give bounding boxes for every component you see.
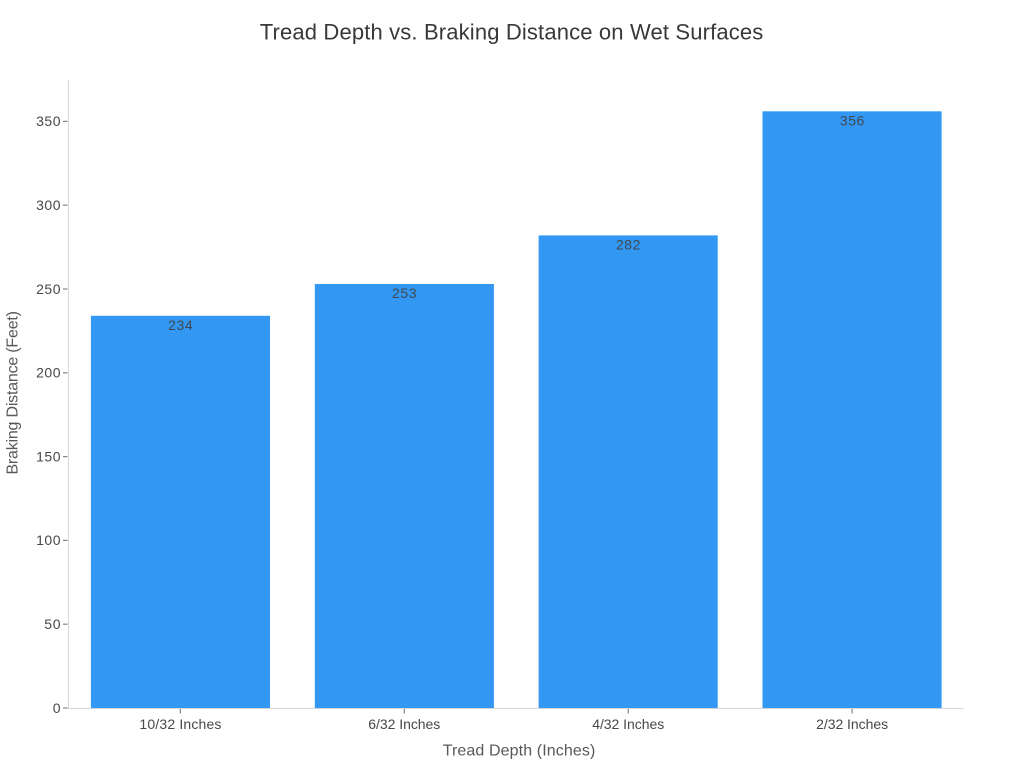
svg-text:0: 0 [53,700,61,716]
svg-text:253: 253 [392,285,417,301]
svg-text:50: 50 [44,616,60,632]
svg-text:4/32 Inches: 4/32 Inches [592,716,664,732]
svg-text:356: 356 [840,113,865,129]
svg-text:300: 300 [36,197,61,213]
svg-text:Tread Depth (Inches): Tread Depth (Inches) [443,743,596,760]
svg-text:2/32 Inches: 2/32 Inches [816,716,888,732]
svg-text:Tread Depth vs. Braking Distan: Tread Depth vs. Braking Distance on Wet … [260,20,764,45]
svg-text:234: 234 [168,317,193,333]
svg-text:200: 200 [36,365,61,381]
svg-text:250: 250 [36,281,61,297]
svg-text:150: 150 [36,448,61,464]
svg-text:6/32 Inches: 6/32 Inches [368,716,440,732]
svg-text:100: 100 [36,532,61,548]
svg-text:10/32 Inches: 10/32 Inches [139,716,221,732]
svg-text:350: 350 [36,113,61,129]
svg-text:Braking Distance (Feet): Braking Distance (Feet) [5,311,22,475]
svg-text:282: 282 [616,237,641,253]
